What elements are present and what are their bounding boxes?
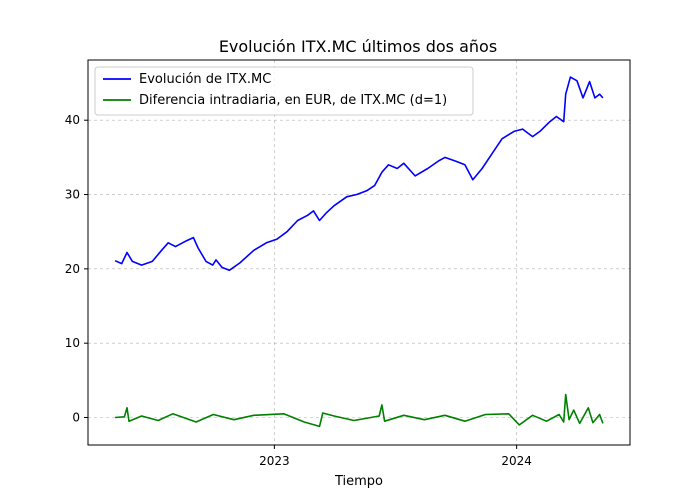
legend-label-2: Diferencia intradiaria, en EUR, de ITX.M…: [139, 93, 447, 108]
legend-box: [94, 66, 474, 116]
series-line-2: [115, 393, 604, 428]
x-axis-label: Tiempo: [334, 474, 383, 489]
grid: [88, 60, 630, 445]
x-axis: 2023 2024: [259, 445, 532, 468]
x-tick-label: 2024: [501, 454, 532, 468]
y-tick-label: 0: [72, 411, 80, 425]
chart-title: Evolución ITX.MC últimos dos años: [219, 37, 497, 56]
series-layer: [114, 76, 604, 428]
y-tick-label: 30: [65, 188, 80, 202]
plot-frame: [87, 59, 631, 446]
y-tick-label: 40: [65, 113, 80, 127]
legend-label-1: Evolución de ITX.MC: [139, 72, 271, 87]
legend: Evolución de ITX.MC Diferencia intradiari…: [94, 66, 474, 116]
y-tick-label: 10: [65, 336, 80, 350]
y-tick-label: 20: [65, 262, 80, 276]
series-line-1: [114, 76, 604, 272]
y-axis: 0 10 20 30 40: [65, 113, 88, 425]
x-tick-label: 2023: [259, 454, 290, 468]
